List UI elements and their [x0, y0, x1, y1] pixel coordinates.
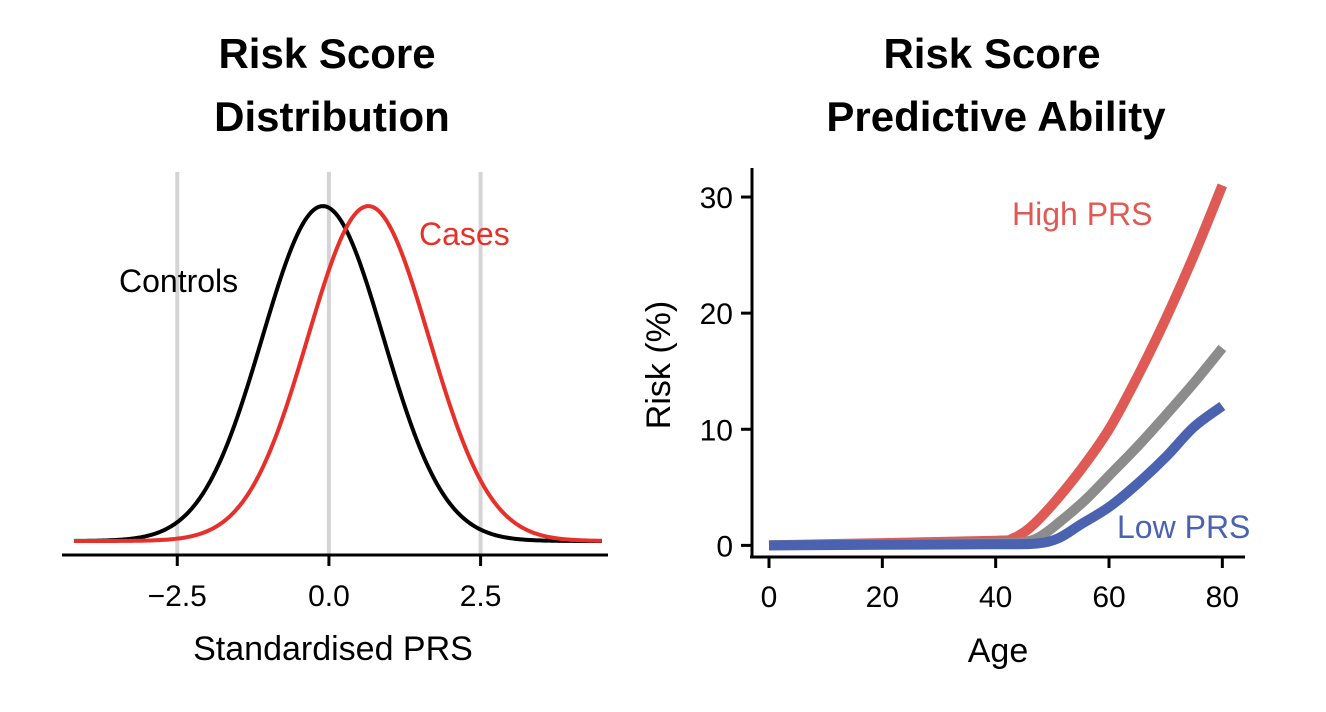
risk-line-high-prs — [768, 183, 1227, 551]
left-x-tick-label-2: 2.5 — [460, 580, 502, 613]
right-x-tick-label-0: 0 — [761, 581, 778, 614]
right-x-axis-label: Age — [968, 632, 1029, 670]
density-curve-controls — [74, 204, 602, 543]
left-x-axis-label: Standardised PRS — [193, 630, 473, 668]
right-title-line-2: Predictive Ability — [826, 93, 1166, 140]
high-prs-label: High PRS — [1012, 196, 1153, 232]
right-x-tick-label-1: 20 — [866, 581, 899, 614]
right-y-tick-label-3: 30 — [700, 182, 733, 215]
right-y-tick-label-1: 10 — [700, 414, 733, 447]
density-curve-cases — [74, 204, 602, 543]
left-density-curves — [74, 204, 602, 543]
left-title-line-2: Distribution — [214, 93, 450, 140]
left-chart: Risk Score Distribution −2.5 0.0 2.5 Stand… — [62, 30, 608, 668]
left-x-tick-label-0: −2.5 — [148, 580, 207, 613]
left-vertical-gridlines — [175, 172, 483, 555]
right-x-tick-label-4: 80 — [1206, 581, 1239, 614]
right-y-axis-label: Risk (%) — [640, 301, 678, 429]
low-prs-label: Low PRS — [1117, 509, 1250, 545]
cases-label: Cases — [419, 216, 510, 252]
right-y-ticks: 0 10 20 30 — [700, 182, 752, 563]
right-y-tick-label-0: 0 — [716, 530, 733, 563]
right-x-tick-label-3: 60 — [1092, 581, 1125, 614]
left-x-ticks: −2.5 0.0 2.5 — [148, 555, 502, 613]
right-title-line-1: Risk Score — [883, 30, 1100, 77]
right-x-tick-label-2: 40 — [979, 581, 1012, 614]
right-risk-lines — [768, 183, 1227, 551]
right-x-ticks: 0 20 40 60 80 — [761, 557, 1239, 614]
right-y-tick-label-2: 20 — [700, 298, 733, 331]
left-title-line-1: Risk Score — [218, 30, 435, 77]
left-x-tick-label-1: 0.0 — [308, 580, 350, 613]
controls-label: Controls — [119, 263, 238, 299]
risk-line-low-prs — [768, 401, 1226, 551]
right-chart: Risk Score Predictive Ability 0 20 40 60 80 … — [640, 30, 1250, 670]
